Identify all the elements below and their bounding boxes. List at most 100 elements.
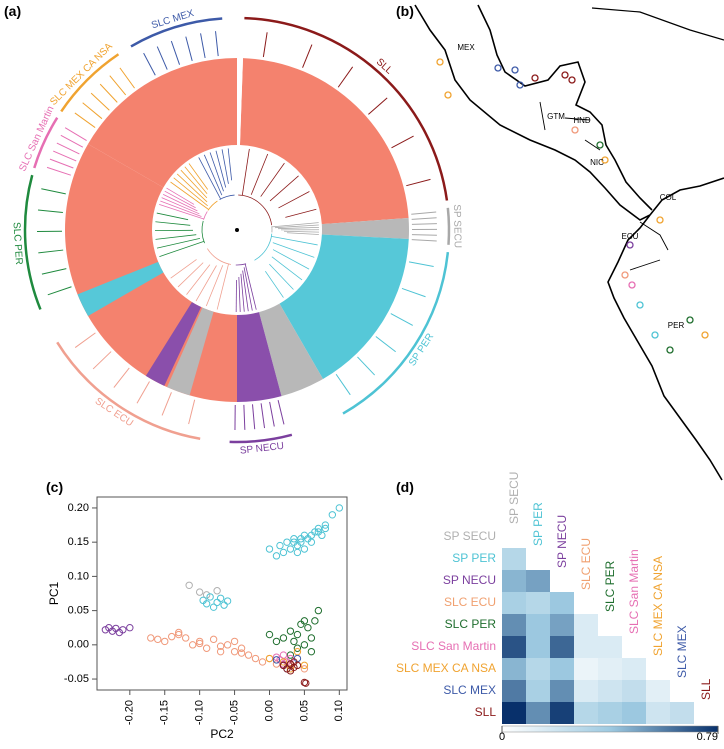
tree-branch (270, 176, 299, 201)
tree-branch (271, 236, 317, 245)
tree-branch (278, 227, 319, 228)
column-label: SLC San Martin (627, 549, 641, 634)
clade-label: SLL (374, 57, 395, 77)
tip-label (42, 269, 66, 275)
scatter-point (280, 652, 286, 658)
tip-label (412, 224, 437, 225)
tree-branch (204, 211, 208, 219)
tree-branch (220, 195, 235, 200)
tip-label (336, 374, 350, 395)
tip-label (144, 53, 156, 75)
heatmap-cell (502, 702, 526, 724)
scatter-point (336, 505, 342, 511)
heatmap-cell (502, 658, 526, 680)
y-tick-label: 0.05 (68, 605, 89, 617)
tree-branch (159, 241, 203, 256)
panel-label: (c) (46, 479, 63, 495)
scatter-point (186, 582, 192, 588)
heatmap-cell (526, 680, 550, 702)
tree-branch (178, 263, 203, 287)
tree-branch (171, 259, 197, 278)
clade-arc (25, 175, 40, 309)
clade-arc (448, 208, 449, 245)
scatter-point (305, 625, 311, 631)
heatmap-cell (550, 680, 574, 702)
tip-label (278, 400, 284, 424)
country-label: HND (573, 116, 591, 125)
y-tick-label: -0.05 (64, 673, 89, 685)
tip-label (409, 262, 434, 267)
scatter-point (266, 546, 272, 552)
tree-branch (239, 277, 240, 312)
tree-branch (181, 170, 207, 198)
x-tick-label: -0.10 (194, 700, 206, 725)
tip-label (162, 392, 171, 415)
scatter-point (294, 631, 300, 637)
row-label: SP PER (452, 551, 496, 565)
row-label: SP NECU (443, 573, 496, 587)
country-label: MEX (457, 43, 475, 52)
tree-branch (269, 264, 293, 289)
tip-label (114, 368, 129, 388)
scatter-point (214, 588, 220, 594)
tree-branch (265, 271, 283, 297)
tip-label (406, 179, 430, 185)
scatter-point (284, 539, 290, 545)
tree-branch (206, 265, 222, 306)
tip-label (137, 382, 150, 404)
row-label: SLC PER (445, 617, 497, 631)
tip-label (75, 333, 95, 348)
tip-label (41, 189, 65, 194)
row-label: SLC MEX CA NSA (396, 661, 496, 675)
heatmap-cell (598, 680, 622, 702)
tree-branch (273, 243, 314, 258)
tip-label (186, 37, 192, 61)
tip-label (83, 103, 102, 119)
scatter-point (127, 625, 133, 631)
x-tick-label: -0.15 (159, 700, 171, 725)
tip-label (402, 288, 426, 296)
scatter-point (277, 542, 283, 548)
scatter-point (315, 607, 321, 613)
tip-label (38, 210, 63, 213)
tip-label (61, 135, 83, 147)
column-label: SLL (699, 678, 713, 700)
tree-branch (202, 221, 205, 243)
heatmap-cell (502, 548, 526, 570)
clade-label: SLC PER (10, 222, 24, 265)
heatmap-cell (574, 636, 598, 658)
country-label: GTM (547, 112, 565, 121)
colorbar-label: 0 (499, 731, 505, 743)
heatmap-cell (526, 614, 550, 636)
scatter-point (308, 648, 314, 654)
tree-branch (251, 154, 267, 195)
country-label: NIC (590, 158, 604, 167)
country-label: ECU (622, 232, 639, 241)
scatter-point (301, 546, 307, 552)
x-tick-label: -0.05 (228, 700, 240, 725)
heatmap-cell (502, 680, 526, 702)
tip-label (57, 143, 80, 154)
scatter-point (162, 638, 168, 644)
scatter-point (287, 628, 293, 634)
tree-branch (236, 264, 246, 265)
scatter-point (224, 642, 230, 648)
y-tick-label: 0.10 (68, 570, 89, 582)
scatter-point (312, 618, 318, 624)
y-axis-title: PC1 (47, 582, 61, 606)
scatter-point (224, 598, 230, 604)
tip-label (47, 167, 71, 175)
column-label: SP SECU (507, 472, 521, 524)
heatmap-cell (646, 702, 670, 724)
heatmap-cell (574, 614, 598, 636)
tip-label (412, 218, 437, 220)
heatmap-cell (502, 614, 526, 636)
y-tick-label: 0.15 (68, 536, 89, 548)
panel-label: (d) (396, 479, 414, 495)
tip-label (357, 357, 374, 375)
scatter-point (301, 642, 307, 648)
tree-branch (284, 231, 319, 232)
tip-label (411, 212, 436, 214)
tip-label (120, 68, 135, 88)
heatmap-cell (574, 702, 598, 724)
